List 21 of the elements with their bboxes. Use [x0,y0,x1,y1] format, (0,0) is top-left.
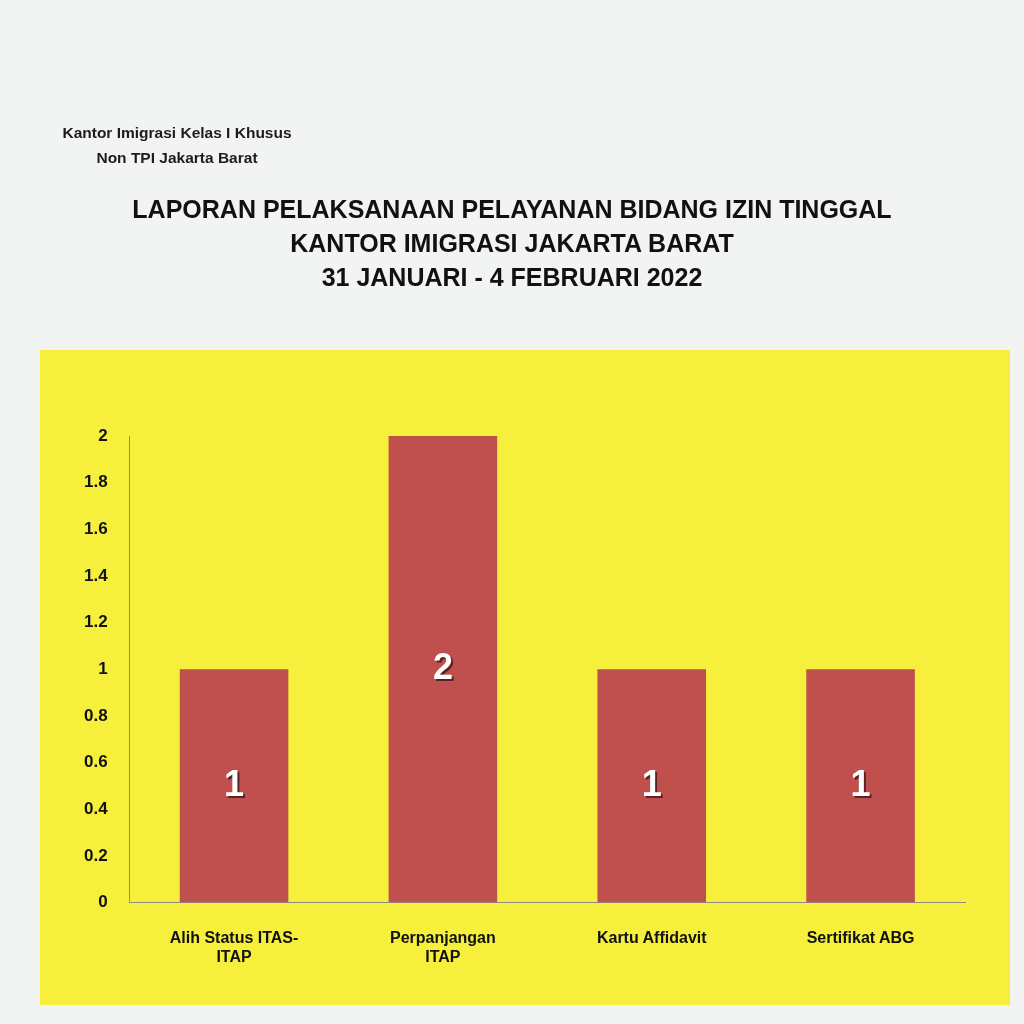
x-tick-label: Alih Status ITAS-ITAP [169,928,299,965]
y-tick-label: 0.2 [83,845,108,865]
x-tick-label: Kartu Affidavit [596,928,708,946]
y-tick-label: 2 [98,425,108,445]
x-tick-label: Perpanjangan ITAP [389,928,496,965]
y-tick-label: 1.6 [83,519,108,539]
y-tick-label: 0 [98,892,108,912]
y-tick-label: 0.8 [83,705,108,725]
data-label: 1 [224,762,245,804]
y-tick-label: 1.8 [83,472,108,492]
y-tick-label: 1 [98,658,108,678]
text: Kantor Imigrasi Kelas I Khusus Non TPI Jakarta Barat [61,123,293,168]
y-tick-label: 0.6 [83,752,108,772]
data-label: 1 [850,762,871,804]
x-tick-label: Sertifikat ABG [806,928,915,946]
y-tick-label: 1.2 [83,612,108,632]
y-tick-label: 0.4 [83,798,109,818]
chart-title: LAPORAN PELAKSANAAN PELAYANAN BIDANG IZIN TINGGAL KANTOR IMIGRASI JAKARTA BARAT 31 JANUARI - 4 FEBRUARI 2022 [131,194,893,293]
data-label: 2 [432,646,453,688]
data-label: 1 [641,762,662,804]
y-tick-label: 1.4 [83,565,109,585]
